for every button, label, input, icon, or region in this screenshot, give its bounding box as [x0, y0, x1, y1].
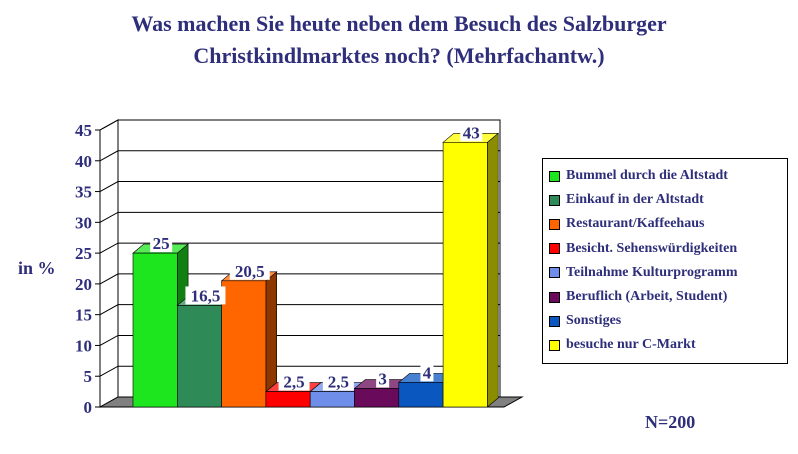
- data-label-bg: [229, 261, 270, 280]
- legend-label: Teilnahme Kulturprogramm: [566, 264, 738, 280]
- data-label: 16,5: [191, 286, 221, 305]
- y-tick-label: 30: [75, 213, 92, 232]
- data-label: 4: [423, 363, 432, 382]
- data-label: 43: [463, 123, 480, 142]
- data-label-bg: [278, 372, 310, 391]
- side-wall: [99, 119, 119, 408]
- chart-title-line-1: Was machen Sie heute neben dem Besuch de…: [131, 11, 667, 36]
- y-tick-label: 20: [75, 275, 92, 294]
- gridlines: [99, 119, 500, 377]
- sample-size-note: N=200: [645, 412, 696, 432]
- legend-swatch: [549, 267, 560, 279]
- legend-item: Restaurant/Kaffeehaus: [549, 212, 787, 236]
- bar-front: [354, 388, 400, 408]
- y-tick-label: 10: [75, 336, 92, 355]
- data-labels: 25 16,5 20,5 2,5 2,5 3 4 43: [150, 123, 483, 392]
- y-axis-label: in %: [18, 258, 56, 278]
- y-axis: 0 5 10 15 20 25 30 35 40 45: [75, 121, 101, 417]
- bar-front: [221, 280, 267, 408]
- bar-front: [177, 305, 222, 408]
- gridline: [99, 304, 500, 316]
- bar-side: [487, 132, 499, 408]
- data-label-bg: [460, 123, 483, 142]
- data-label: 2,5: [328, 373, 349, 392]
- data-label: 2,5: [283, 373, 304, 392]
- bar: [442, 132, 500, 408]
- chart-title: Was machen Sie heute neben dem Besuch de…: [0, 8, 798, 72]
- legend-item: Beruflich (Arbeit, Student): [549, 285, 787, 309]
- y-tick-label: 15: [75, 306, 92, 325]
- legend-label: Einkauf in der Altstadt: [566, 192, 704, 208]
- legend-swatch: [549, 291, 560, 303]
- data-label-bg: [322, 372, 354, 391]
- legend-label: Besicht. Sehenswürdigkeiten: [566, 240, 738, 256]
- bar-front: [442, 142, 488, 408]
- y-tick-label: 40: [75, 152, 92, 171]
- bars: [132, 132, 500, 408]
- legend-swatch: [549, 315, 560, 327]
- legend-label: Beruflich (Arbeit, Student): [566, 289, 728, 305]
- legend-label: Bummel durch die Altstadt: [566, 168, 728, 184]
- legend-item: Einkauf in der Altstadt: [549, 188, 787, 212]
- gridline: [99, 119, 500, 131]
- legend: Bummel durch die Altstadt Einkauf in der …: [542, 158, 788, 364]
- data-label-bg: [150, 234, 173, 253]
- legend-item: Besicht. Sehenswürdigkeiten: [549, 237, 787, 261]
- legend-item: besuche nur C-Markt: [549, 333, 787, 357]
- legend-label: besuche nur C-Markt: [566, 337, 696, 353]
- y-tick-label: 0: [84, 398, 93, 417]
- legend-item: Sonstiges: [549, 309, 787, 333]
- gridline: [99, 334, 500, 346]
- gridline: [99, 242, 500, 254]
- legend-swatch: [549, 339, 560, 351]
- data-label-bg: [376, 369, 390, 388]
- y-tick-label: 25: [75, 244, 92, 263]
- legend-swatch: [549, 243, 560, 255]
- bar-front: [132, 252, 178, 408]
- data-label-bg: [420, 363, 434, 382]
- y-tick-label: 45: [75, 121, 92, 140]
- legend-swatch: [549, 194, 560, 206]
- bar: [220, 271, 278, 408]
- y-tick-label: 35: [75, 183, 92, 202]
- legend-swatch: [549, 218, 560, 230]
- gridline: [99, 273, 500, 285]
- data-label: 3: [378, 370, 387, 389]
- bar-front: [398, 382, 444, 408]
- legend-label: Sonstiges: [566, 313, 622, 329]
- data-label-bg: [185, 286, 226, 305]
- bar-front: [265, 391, 311, 408]
- legend-swatch: [549, 170, 560, 182]
- gridline: [99, 211, 500, 223]
- chart-title-line-2: Christkindlmarktes noch? (Mehrfachantw.): [193, 43, 605, 68]
- gridline: [99, 150, 500, 162]
- y-tick-label: 5: [84, 367, 93, 386]
- legend-item: Bummel durch die Altstadt: [549, 164, 787, 188]
- gridline: [99, 365, 500, 377]
- bar-front: [309, 391, 355, 408]
- gridline: [99, 181, 500, 192]
- legend-item: Teilnahme Kulturprogramm: [549, 261, 787, 285]
- data-label: 20,5: [235, 262, 265, 281]
- data-label: 25: [153, 234, 170, 253]
- legend-label: Restaurant/Kaffeehaus: [566, 216, 705, 232]
